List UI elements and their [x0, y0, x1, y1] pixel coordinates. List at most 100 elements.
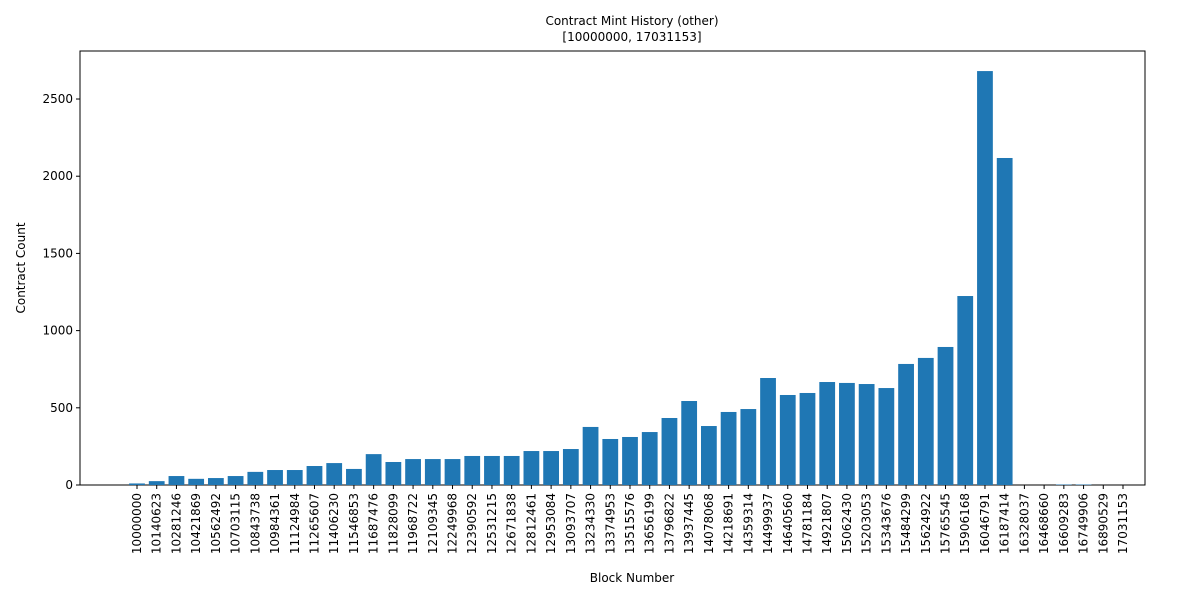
y-tick-label: 1500	[42, 246, 73, 260]
bar	[484, 455, 500, 485]
bar	[622, 436, 638, 485]
bar	[641, 432, 658, 485]
x-tick-label: 10703115	[229, 493, 243, 554]
x-tick-label: 10984361	[268, 493, 282, 554]
x-tick-label: 11406230	[327, 493, 341, 554]
bar	[839, 382, 855, 485]
bar	[464, 455, 481, 485]
bar	[444, 459, 461, 485]
bar	[129, 483, 145, 485]
y-tick-label: 0	[65, 478, 73, 492]
bar	[346, 468, 362, 485]
x-tick-label: 16749906	[1077, 493, 1091, 554]
x-axis-label: Block Number	[590, 571, 675, 585]
x-tick-label: 16187414	[998, 493, 1012, 554]
bar	[365, 454, 382, 485]
bar	[286, 470, 303, 485]
x-tick-label: 10421869	[189, 493, 203, 554]
bar	[503, 455, 520, 485]
bar	[247, 471, 264, 485]
bar	[937, 346, 954, 485]
bar	[819, 382, 836, 485]
bar	[582, 426, 599, 485]
x-tick-label: 13374953	[603, 493, 617, 554]
x-tick-label: 12953084	[544, 493, 558, 554]
x-tick-label: 11546853	[347, 493, 361, 554]
y-tick-label: 2000	[42, 169, 73, 183]
x-tick-label: 15624922	[919, 493, 933, 554]
bar	[326, 463, 343, 485]
bar	[799, 392, 816, 485]
x-tick-label: 14499937	[761, 493, 775, 554]
x-tick-label: 11124984	[288, 493, 302, 554]
x-tick-label: 10843738	[248, 493, 262, 554]
bar	[188, 478, 205, 485]
bar	[168, 476, 185, 485]
bar	[562, 449, 579, 485]
x-tick-label: 13796822	[662, 493, 676, 554]
x-tick-label: 17031153	[1116, 493, 1130, 554]
bar	[760, 378, 776, 485]
x-tick-label: 12531215	[485, 493, 499, 554]
bar	[681, 401, 698, 485]
x-tick-label: 13234330	[584, 493, 598, 554]
x-tick-label: 16890529	[1096, 493, 1110, 554]
bar	[878, 388, 895, 485]
x-tick-label: 13937445	[682, 493, 696, 554]
chart-title: Contract Mint History (other)	[545, 14, 718, 28]
x-tick-label: 14921807	[820, 493, 834, 554]
bar	[858, 384, 875, 485]
x-tick-label: 10281246	[169, 493, 183, 554]
x-tick-label: 15062430	[840, 493, 854, 554]
x-tick-label: 12671838	[505, 493, 519, 554]
x-tick-label: 10140623	[150, 493, 164, 554]
bar	[898, 363, 914, 485]
bar	[306, 466, 323, 485]
x-tick-label: 10562492	[209, 493, 223, 554]
x-tick-label: 13093707	[564, 493, 578, 554]
x-tick-label: 11968722	[406, 493, 420, 554]
bar	[996, 157, 1013, 485]
bar	[779, 394, 796, 485]
x-tick-label: 11265607	[307, 493, 321, 554]
bar	[424, 459, 441, 485]
bar	[148, 481, 165, 485]
x-tick-label: 15765545	[939, 493, 953, 554]
x-tick-label: 12390592	[465, 493, 479, 554]
x-tick-label: 15484299	[899, 493, 913, 554]
x-tick-label: 13656199	[643, 493, 657, 554]
x-tick-label: 12109345	[426, 493, 440, 554]
x-tick-label: 13515576	[623, 493, 637, 554]
x-tick-label: 16609283	[1057, 493, 1071, 554]
x-tick-label: 14781184	[800, 493, 814, 554]
bar	[740, 409, 757, 485]
bar	[523, 451, 540, 485]
x-tick-label: 12249968	[446, 493, 460, 554]
bar	[602, 438, 619, 485]
x-tick-label: 15203053	[860, 493, 874, 554]
bar	[385, 461, 402, 485]
x-tick-label: 11828099	[386, 493, 400, 554]
x-tick-label: 14078068	[702, 493, 716, 554]
x-tick-label: 14359314	[741, 493, 755, 554]
x-tick-label: 12812461	[524, 493, 538, 554]
bar	[720, 411, 737, 485]
bar	[700, 426, 717, 485]
x-tick-label: 14640560	[781, 493, 795, 554]
x-tick-label: 16468660	[1037, 493, 1051, 554]
x-tick-label: 15343676	[879, 493, 893, 554]
y-tick-label: 2500	[42, 92, 73, 106]
x-tick-label: 10000000	[130, 493, 144, 554]
bar	[661, 417, 678, 485]
bar	[977, 71, 993, 485]
x-tick-label: 16328037	[1017, 493, 1031, 554]
bar	[957, 296, 974, 485]
bar	[405, 459, 421, 485]
bar	[207, 478, 224, 485]
bar	[227, 476, 244, 485]
x-tick-label: 14218691	[722, 493, 736, 554]
x-tick-label: 16046791	[978, 493, 992, 554]
y-tick-label: 500	[50, 401, 73, 415]
bar	[917, 357, 934, 485]
